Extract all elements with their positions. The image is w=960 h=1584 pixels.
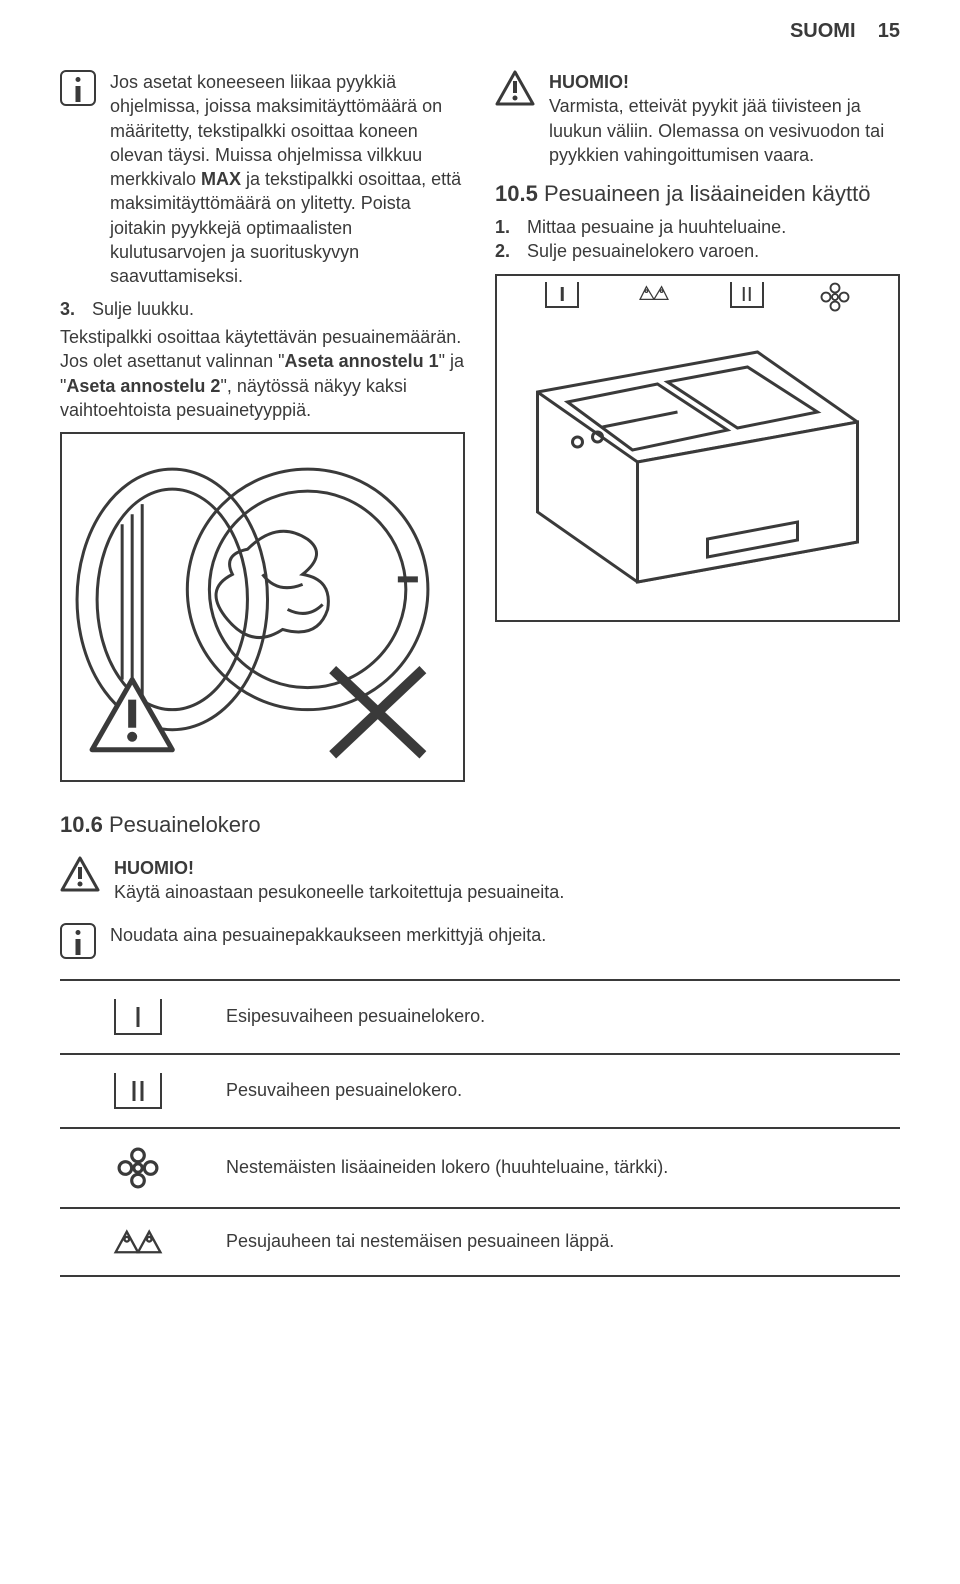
prewash-symbol-small: [545, 282, 579, 308]
row4-text: Pesujauheen tai nestemäisen pesuaineen l…: [226, 1231, 614, 1252]
step-3-text: Sulje luukku.: [92, 297, 194, 321]
row1-text: Esipesuvaiheen pesuainelokero.: [226, 1006, 485, 1027]
table-row: Pesujauheen tai nestemäisen pesuaineen l…: [60, 1207, 900, 1277]
figure-door: [60, 432, 465, 782]
sec106-warn-text: Käytä ainoastaan pesukoneelle tarkoitett…: [114, 880, 564, 904]
after-step3: Tekstipalkki osoittaa käytettävän pesuai…: [60, 325, 465, 422]
right-column: HUOMIO! Varmista, etteivät pyykit jää ti…: [495, 70, 900, 782]
row3-text: Nestemäisten lisäaineiden lokero (huuhte…: [226, 1157, 668, 1178]
page-header: SUOMI 15: [790, 20, 900, 43]
flap-symbol-small: [635, 282, 673, 312]
r-s1-text: Mittaa pesuaine ja huuhteluaine.: [527, 215, 786, 239]
p-b: Aseta annostelu 1: [285, 351, 439, 371]
h106-title: Pesuainelokero: [103, 812, 261, 837]
flap-symbol: [110, 1227, 166, 1257]
info-icon: [60, 70, 96, 106]
warning-icon: [495, 70, 535, 106]
h105-title: Pesuaineen ja lisäaineiden käyttö: [538, 181, 871, 206]
huomio-text: Varmista, etteivät pyykit jää tiivisteen…: [549, 94, 900, 167]
huomio-label: HUOMIO!: [549, 70, 900, 94]
table-row: Esipesuvaiheen pesuainelokero.: [60, 979, 900, 1053]
h106-num: 10.6: [60, 812, 103, 837]
flower-symbol: [110, 1147, 166, 1189]
compartment-table: Esipesuvaiheen pesuainelokero. Pesuvaihe…: [60, 979, 900, 1277]
row2-text: Pesuvaiheen pesuainelokero.: [226, 1080, 462, 1101]
section-106: 10.6 Pesuainelokero HUOMIO! Käytä ainoas…: [60, 812, 900, 1277]
left-column: Jos asetat koneeseen liikaa pyykkiä ohje…: [60, 70, 465, 782]
r-s2-text: Sulje pesuainelokero varoen.: [527, 239, 759, 263]
sec106-info-text: Noudata aina pesuainepakkaukseen merkitt…: [110, 923, 546, 947]
sec106-warn-label: HUOMIO!: [114, 856, 564, 880]
huomio-block: HUOMIO! Varmista, etteivät pyykit jää ti…: [549, 70, 900, 167]
info-icon: [60, 923, 96, 959]
heading-106: 10.6 Pesuainelokero: [60, 812, 900, 838]
drawer-label-row: [497, 276, 898, 312]
step-3-num: 3.: [60, 297, 82, 321]
sec106-warn: HUOMIO! Käytä ainoastaan pesukoneelle ta…: [114, 856, 564, 905]
r-s2-num: 2.: [495, 239, 517, 263]
header-lang: SUOMI: [790, 20, 856, 42]
h105-num: 10.5: [495, 181, 538, 206]
prewash-symbol: [110, 999, 166, 1035]
p-d: Aseta annostelu 2: [66, 376, 220, 396]
header-page: 15: [878, 20, 900, 42]
table-row: Pesuvaiheen pesuainelokero.: [60, 1053, 900, 1127]
figure-drawer: [495, 274, 900, 622]
info-paragraph: Jos asetat koneeseen liikaa pyykkiä ohje…: [110, 70, 465, 289]
r-s1-num: 1.: [495, 215, 517, 239]
warning-icon: [60, 856, 100, 892]
table-row: Nestemäisten lisäaineiden lokero (huuhte…: [60, 1127, 900, 1207]
info-max: MAX: [201, 169, 241, 189]
wash-symbol: [110, 1073, 166, 1109]
wash-symbol-small: [730, 282, 764, 308]
flower-symbol-small: [820, 282, 850, 312]
heading-105: 10.5 Pesuaineen ja lisäaineiden käyttö: [495, 181, 900, 207]
